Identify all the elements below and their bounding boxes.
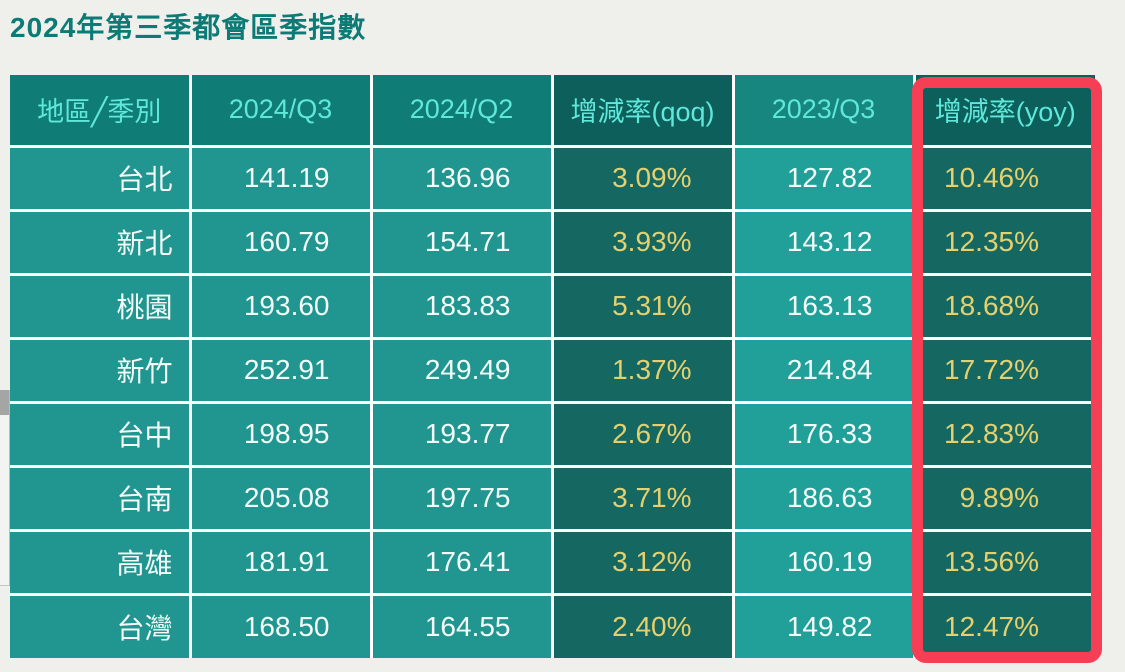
cell-qoq: 5.31% — [550, 272, 735, 340]
cell-q3_2023: 214.84 — [731, 336, 916, 404]
cell-q2_2024: 193.77 — [369, 400, 554, 468]
cell-q2_2024: 197.75 — [369, 464, 554, 532]
cell-qoq: 1.37% — [550, 336, 735, 404]
cell-q3_2023: 160.19 — [731, 528, 916, 596]
left-scrollbar-thumb[interactable] — [0, 390, 9, 415]
cell-yoy: 12.47% — [912, 592, 1097, 660]
table-row: 桃園 193.60 183.83 5.31% 163.13 18.68% — [8, 272, 1097, 340]
cell-q3_2024: 141.19 — [188, 144, 373, 212]
table-row: 台南 205.08 197.75 3.71% 186.63 9.89% — [8, 464, 1097, 532]
cell-region: 台灣 — [8, 592, 192, 660]
cell-q3_2023: 127.82 — [731, 144, 916, 212]
cell-q2_2024: 164.55 — [369, 592, 554, 660]
cell-yoy: 18.68% — [912, 272, 1097, 340]
column-header-q3_2023: 2023/Q3 — [731, 73, 916, 148]
cell-region: 台南 — [8, 464, 192, 532]
cell-q3_2024: 193.60 — [188, 272, 373, 340]
table-row: 台灣 168.50 164.55 2.40% 149.82 12.47% — [8, 592, 1097, 660]
cell-q3_2024: 252.91 — [188, 336, 373, 404]
cell-q3_2024: 160.79 — [188, 208, 373, 276]
cell-q2_2024: 154.71 — [369, 208, 554, 276]
cell-q2_2024: 183.83 — [369, 272, 554, 340]
table-row: 新北 160.79 154.71 3.93% 143.12 12.35% — [8, 208, 1097, 276]
table-header: 地區╱季別 2024/Q3 2024/Q2 增減率(qoq) 2023/Q3 增減率(yo… — [8, 73, 1097, 148]
cell-q2_2024: 176.41 — [369, 528, 554, 596]
cell-region: 新北 — [8, 208, 192, 276]
cell-yoy: 12.83% — [912, 400, 1097, 468]
cell-yoy: 12.35% — [912, 208, 1097, 276]
cell-q3_2024: 181.91 — [188, 528, 373, 596]
cell-q3_2023: 149.82 — [731, 592, 916, 660]
cell-q3_2023: 176.33 — [731, 400, 916, 468]
cell-region: 桃園 — [8, 272, 192, 340]
cell-q3_2024: 198.95 — [188, 400, 373, 468]
column-header-region: 地區╱季別 — [8, 73, 192, 148]
table-body: 台北 141.19 136.96 3.09% 127.82 10.46% 新北 160.79 1… — [8, 144, 1097, 660]
table-row: 高雄 181.91 176.41 3.12% 160.19 13.56% — [8, 528, 1097, 596]
cell-region: 台中 — [8, 400, 192, 468]
column-header-q2_2024: 2024/Q2 — [369, 73, 554, 148]
cell-yoy: 17.72% — [912, 336, 1097, 404]
page-title: 2024年第三季都會區季指數 — [10, 12, 367, 43]
cell-q3_2024: 168.50 — [188, 592, 373, 660]
cell-region: 新竹 — [8, 336, 192, 404]
left-scrollbar-track[interactable] — [0, 390, 10, 586]
table-row: 新竹 252.91 249.49 1.37% 214.84 17.72% — [8, 336, 1097, 404]
cell-q3_2023: 163.13 — [731, 272, 916, 340]
cell-q3_2024: 205.08 — [188, 464, 373, 532]
cell-region: 高雄 — [8, 528, 192, 596]
column-header-q3_2024: 2024/Q3 — [188, 73, 373, 148]
cell-qoq: 3.09% — [550, 144, 735, 212]
cell-q3_2023: 143.12 — [731, 208, 916, 276]
cell-qoq: 2.40% — [550, 592, 735, 660]
table-row: 台北 141.19 136.96 3.09% 127.82 10.46% — [8, 144, 1097, 212]
cell-q2_2024: 136.96 — [369, 144, 554, 212]
cell-yoy: 13.56% — [912, 528, 1097, 596]
cell-qoq: 3.93% — [550, 208, 735, 276]
cell-yoy: 10.46% — [912, 144, 1097, 212]
table-row: 台中 198.95 193.77 2.67% 176.33 12.83% — [8, 400, 1097, 468]
cell-q3_2023: 186.63 — [731, 464, 916, 532]
column-header-qoq: 增減率(qoq) — [550, 73, 735, 148]
index-table: 地區╱季別 2024/Q3 2024/Q2 增減率(qoq) 2023/Q3 增減率(yo… — [8, 73, 1097, 660]
table-header-row: 地區╱季別 2024/Q3 2024/Q2 增減率(qoq) 2023/Q3 增減率(yo… — [8, 73, 1097, 148]
cell-yoy: 9.89% — [912, 464, 1097, 532]
cell-qoq: 2.67% — [550, 400, 735, 468]
cell-qoq: 3.12% — [550, 528, 735, 596]
column-header-yoy: 增減率(yoy) — [912, 73, 1097, 148]
cell-qoq: 3.71% — [550, 464, 735, 532]
cell-region: 台北 — [8, 144, 192, 212]
cell-q2_2024: 249.49 — [369, 336, 554, 404]
